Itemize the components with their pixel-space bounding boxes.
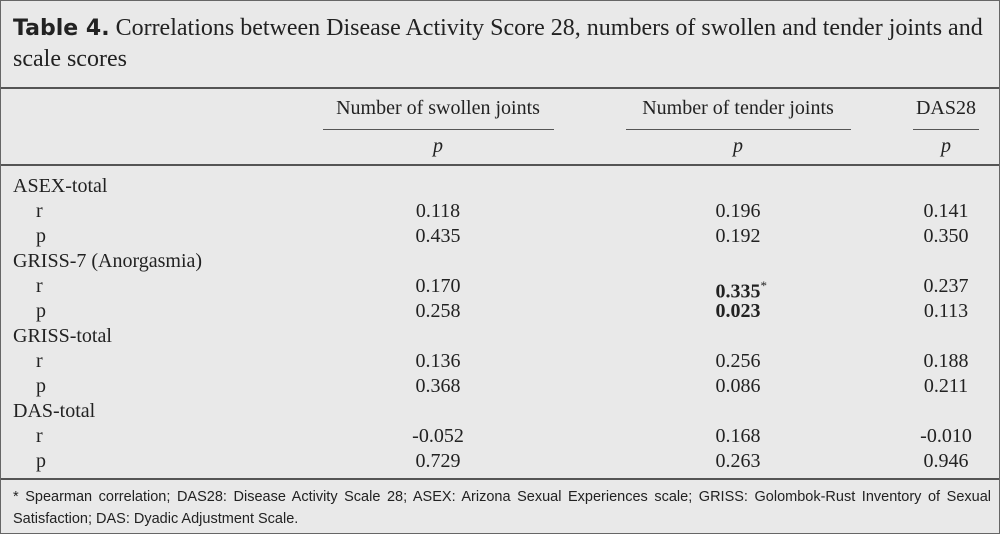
cell: 0.435: [415, 225, 461, 247]
cell: 0.188: [923, 350, 969, 372]
column-header: DAS28: [915, 97, 977, 119]
group-label: GRISS-7 (Anorgasmia): [13, 250, 203, 272]
column-header: Number of tender joints: [642, 97, 834, 119]
row-label: p: [36, 375, 46, 397]
cell: 0.141: [923, 200, 969, 222]
row-label: r: [36, 425, 43, 447]
cell: -0.052: [412, 425, 464, 447]
rule: [323, 129, 554, 130]
note-mark: *: [760, 278, 768, 293]
cell: 0.086: [715, 375, 761, 397]
cell: 0.168: [715, 425, 761, 447]
cell: 0.729: [415, 450, 461, 472]
cell: 0.368: [415, 375, 461, 397]
rule: [1, 164, 999, 166]
group-label: GRISS-total: [13, 325, 112, 347]
column-subheader: p: [733, 135, 743, 157]
cell: 0.136: [415, 350, 461, 372]
cell: 0.113: [923, 300, 969, 322]
cell: -0.010: [920, 425, 972, 447]
row-label: p: [36, 450, 46, 472]
row-label: p: [36, 300, 46, 322]
group-label: ASEX-total: [13, 175, 108, 197]
rule: [626, 129, 851, 130]
cell: 0.211: [923, 375, 969, 397]
cell: 0.237: [923, 275, 969, 297]
row-label: r: [36, 275, 43, 297]
cell-value: 0.023: [715, 300, 761, 322]
cell: 0.170: [415, 275, 461, 297]
footnote: * Spearman correlation; DAS28: Disease A…: [13, 489, 991, 527]
rule: [1, 478, 999, 480]
cell: 0.258: [415, 300, 461, 322]
row-label: p: [36, 225, 46, 247]
table-title: Correlations between Disease Activity Sc…: [13, 15, 983, 72]
cell: 0.946: [923, 450, 969, 472]
cell: 0.023: [716, 299, 761, 323]
column-subheader: p: [941, 135, 951, 157]
cell-value: 0.335: [715, 280, 761, 303]
rule: [913, 129, 979, 130]
cell: 0.335*: [716, 274, 768, 304]
cell: 0.263: [715, 450, 761, 472]
rule: [1, 87, 999, 89]
cell: 0.350: [923, 225, 969, 247]
cell: 0.118: [415, 200, 461, 222]
cell: 0.256: [715, 350, 761, 372]
cell: 0.192: [715, 225, 761, 247]
table-label: Table 4.: [13, 16, 110, 41]
group-label: DAS-total: [13, 400, 96, 422]
cell: 0.196: [715, 200, 761, 222]
row-label: r: [36, 200, 43, 222]
table-caption: Table 4. Correlations between Disease Ac…: [13, 13, 988, 75]
row-label: r: [36, 350, 43, 372]
column-subheader: p: [433, 135, 443, 157]
column-header: Number of swollen joints: [336, 97, 540, 119]
